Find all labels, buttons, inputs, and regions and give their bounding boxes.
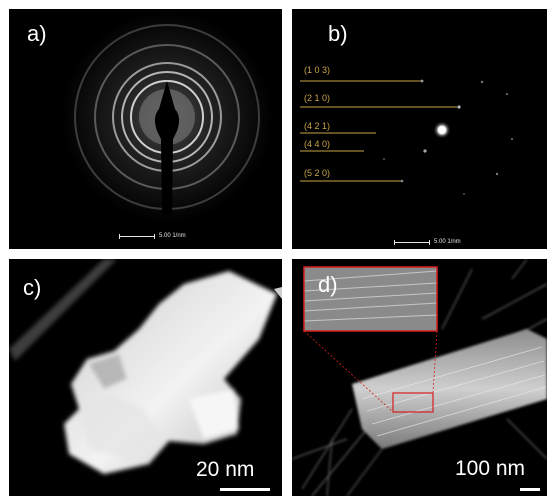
index-label-440: (4 4 0) [304,139,331,149]
index-label-421: (4 2 1) [304,121,331,131]
panel-a-label: a) [27,21,47,46]
panel-c-scale-bar [220,488,270,491]
panel-c-stem-image: c) 20 nm [9,259,282,496]
panel-d-stem-image: d) 100 nm [292,259,547,496]
panel-b-scale-label: 5.00 1/nm [434,239,461,245]
panel-a-scale-bar: 5.00 1/nm [119,233,186,239]
panel-c-label: c) [23,275,42,300]
panel-a-diffraction-rings: a) 5.00 1/nm [9,9,282,249]
particle-image [9,259,282,474]
index-label-210: (2 1 0) [304,93,331,103]
ring-pattern-image [62,12,272,222]
panel-d-scale-label: 100 nm [455,457,526,480]
panel-b-scale-bar: 5.00 1/nm [394,239,461,245]
panel-b-label: b) [328,21,348,46]
panel-d-label: d) [318,272,338,297]
fiber-bundle-image [292,259,547,496]
spot-pattern-image [300,79,514,195]
panel-d-scale-bar [520,488,540,491]
panel-c-scale-label: 20 nm [196,458,255,481]
index-label-520: (5 2 0) [304,168,331,178]
panel-a-scale-label: 5.00 1/nm [159,233,186,239]
index-label-103: (1 0 3) [304,65,331,75]
panel-b-diffraction-spots: b) (1 0 3) (2 1 0) (4 2 1) (4 4 0) (5 2 … [292,9,547,249]
zoom-inset [303,266,438,332]
